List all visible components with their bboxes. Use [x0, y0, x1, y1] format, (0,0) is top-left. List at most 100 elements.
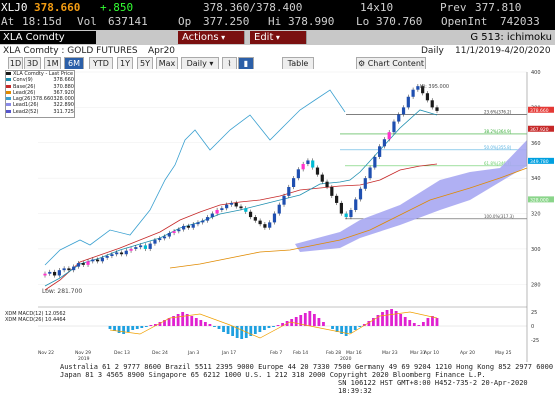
price-tag — [528, 157, 554, 164]
candle-body — [172, 231, 176, 233]
macd-bar — [431, 316, 434, 326]
security-field[interactable]: XLA Comdty — [0, 31, 96, 44]
candle-body — [67, 268, 71, 271]
candle-body — [358, 188, 363, 200]
legend-box: XLA Comdty - Last Price 378.660 Conv(9) 370… — [5, 70, 75, 118]
price-tag-label: 328.000 — [530, 197, 549, 203]
conversion-line — [44, 109, 438, 287]
prev-value: 377.810 — [475, 1, 522, 14]
vol-label: Vol — [77, 15, 97, 28]
footer-line-2: Japan 81 3 4565 8900 Singapore 65 6212 1… — [60, 371, 486, 379]
candle-body — [153, 240, 157, 244]
legend-entry: Lead2(52) 311.725 — [6, 109, 74, 115]
command-toolbar: XLA Comdty Actions ▾ Edit ▾ G 513: ichim… — [0, 30, 555, 45]
macd-line-1: XDM MACD(12) 12.0562 — [5, 311, 66, 317]
macd-tick-label: 0 — [531, 324, 534, 330]
line-chart-icon: ⌇ — [227, 59, 232, 68]
candle-body — [296, 169, 300, 179]
candle-body — [95, 259, 100, 262]
candle-body — [258, 220, 262, 225]
legend-name: XLA Comdty - Last Price — [13, 71, 74, 77]
candle-body — [306, 160, 310, 164]
contract-month: Apr20 — [148, 46, 176, 56]
macd-bar — [235, 326, 239, 338]
candle-body — [81, 263, 85, 265]
base-line — [44, 163, 438, 291]
price-tag — [528, 106, 554, 113]
candle-body — [215, 210, 219, 214]
legend-name: Lag(26) — [13, 96, 33, 103]
macd-bar — [154, 324, 157, 326]
gear-icon: ⚙ — [357, 59, 368, 68]
macd-bar — [176, 314, 180, 326]
legend-value: 378.660 — [53, 77, 74, 84]
footer: Australia 61 2 9777 8600 Brazil 5511 239… — [0, 363, 555, 400]
macd-bar — [358, 326, 362, 327]
candle-body — [129, 248, 133, 251]
candle-body — [401, 107, 406, 115]
table-label: Table — [287, 59, 309, 68]
fib-label: 61.8%(346.7) — [484, 161, 512, 166]
fib-label: 100.0%(317.3) — [484, 214, 514, 219]
macd-bar — [203, 322, 207, 326]
candle-body — [191, 224, 195, 228]
table-button[interactable]: Table — [282, 57, 314, 70]
candle-body — [205, 217, 210, 221]
candle-body — [277, 204, 281, 214]
ichimoku-cloud — [295, 140, 527, 252]
date-tick-label: Feb 28 — [326, 350, 341, 356]
date-tick-label: Feb 14 — [293, 350, 308, 356]
macd-bar — [181, 312, 185, 326]
candle-body — [57, 270, 61, 276]
ticker: XLJ0 — [1, 1, 28, 14]
macd-bar — [308, 311, 312, 326]
edit-menu[interactable]: Edit ▾ — [250, 31, 307, 44]
lagging-line — [44, 89, 346, 266]
candle-body — [330, 187, 334, 196]
actions-menu[interactable]: Actions ▾ — [178, 31, 245, 44]
macd-bar — [426, 318, 430, 326]
chevron-down-icon: ▾ — [273, 33, 280, 42]
macd-bar — [294, 317, 298, 326]
macd-bar — [135, 326, 139, 329]
date-tick-label: Apr 10 — [424, 350, 439, 356]
low-annotation: Low: 281.700 — [42, 288, 83, 295]
time-label: At — [1, 15, 15, 28]
candle-body — [167, 233, 171, 237]
date-tick-label: Mar 31 — [410, 350, 426, 356]
candle-body — [43, 273, 47, 276]
candle-body — [378, 146, 382, 157]
legend-entry: XLA Comdty - Last Price 378.660 — [6, 71, 74, 83]
footer-line-3: SN 106122 HST GMT+8:00 H452-735-2 20-Apr… — [338, 379, 528, 395]
candle-body — [335, 195, 339, 203]
macd-bar — [322, 322, 325, 326]
legend-value: 370.880 — [53, 83, 74, 90]
candle-body — [210, 213, 214, 218]
date-tick-label: Jan 3 — [187, 350, 199, 356]
macd-bar — [131, 326, 135, 330]
year-label: 2019 — [78, 356, 90, 362]
candle-body — [430, 100, 434, 108]
price-tag — [528, 196, 554, 203]
candle-body — [397, 114, 401, 122]
candle-body — [248, 211, 253, 218]
macd-bar — [258, 326, 262, 332]
macd-bar — [340, 326, 344, 334]
candle-body — [62, 268, 66, 271]
range-button-1y[interactable]: 1Y — [117, 57, 133, 70]
candle-body — [315, 167, 320, 175]
candle-body — [139, 245, 143, 248]
candle-body — [52, 271, 57, 276]
macd-bar — [217, 326, 221, 329]
date-tick-label: Nov 22 — [38, 350, 54, 356]
candle-body — [406, 96, 410, 108]
open-interest-label: OpenInt — [441, 15, 488, 28]
macd-bar — [272, 326, 275, 327]
candle-body — [201, 220, 205, 223]
candle-body — [239, 206, 243, 209]
bid-ask: 378.360/378.400 — [203, 1, 303, 14]
candle-body — [124, 250, 128, 255]
fib-label: 38.2%(364.9) — [484, 129, 512, 134]
candle-body — [344, 213, 348, 218]
legend-name: Lead(26) — [13, 89, 36, 96]
